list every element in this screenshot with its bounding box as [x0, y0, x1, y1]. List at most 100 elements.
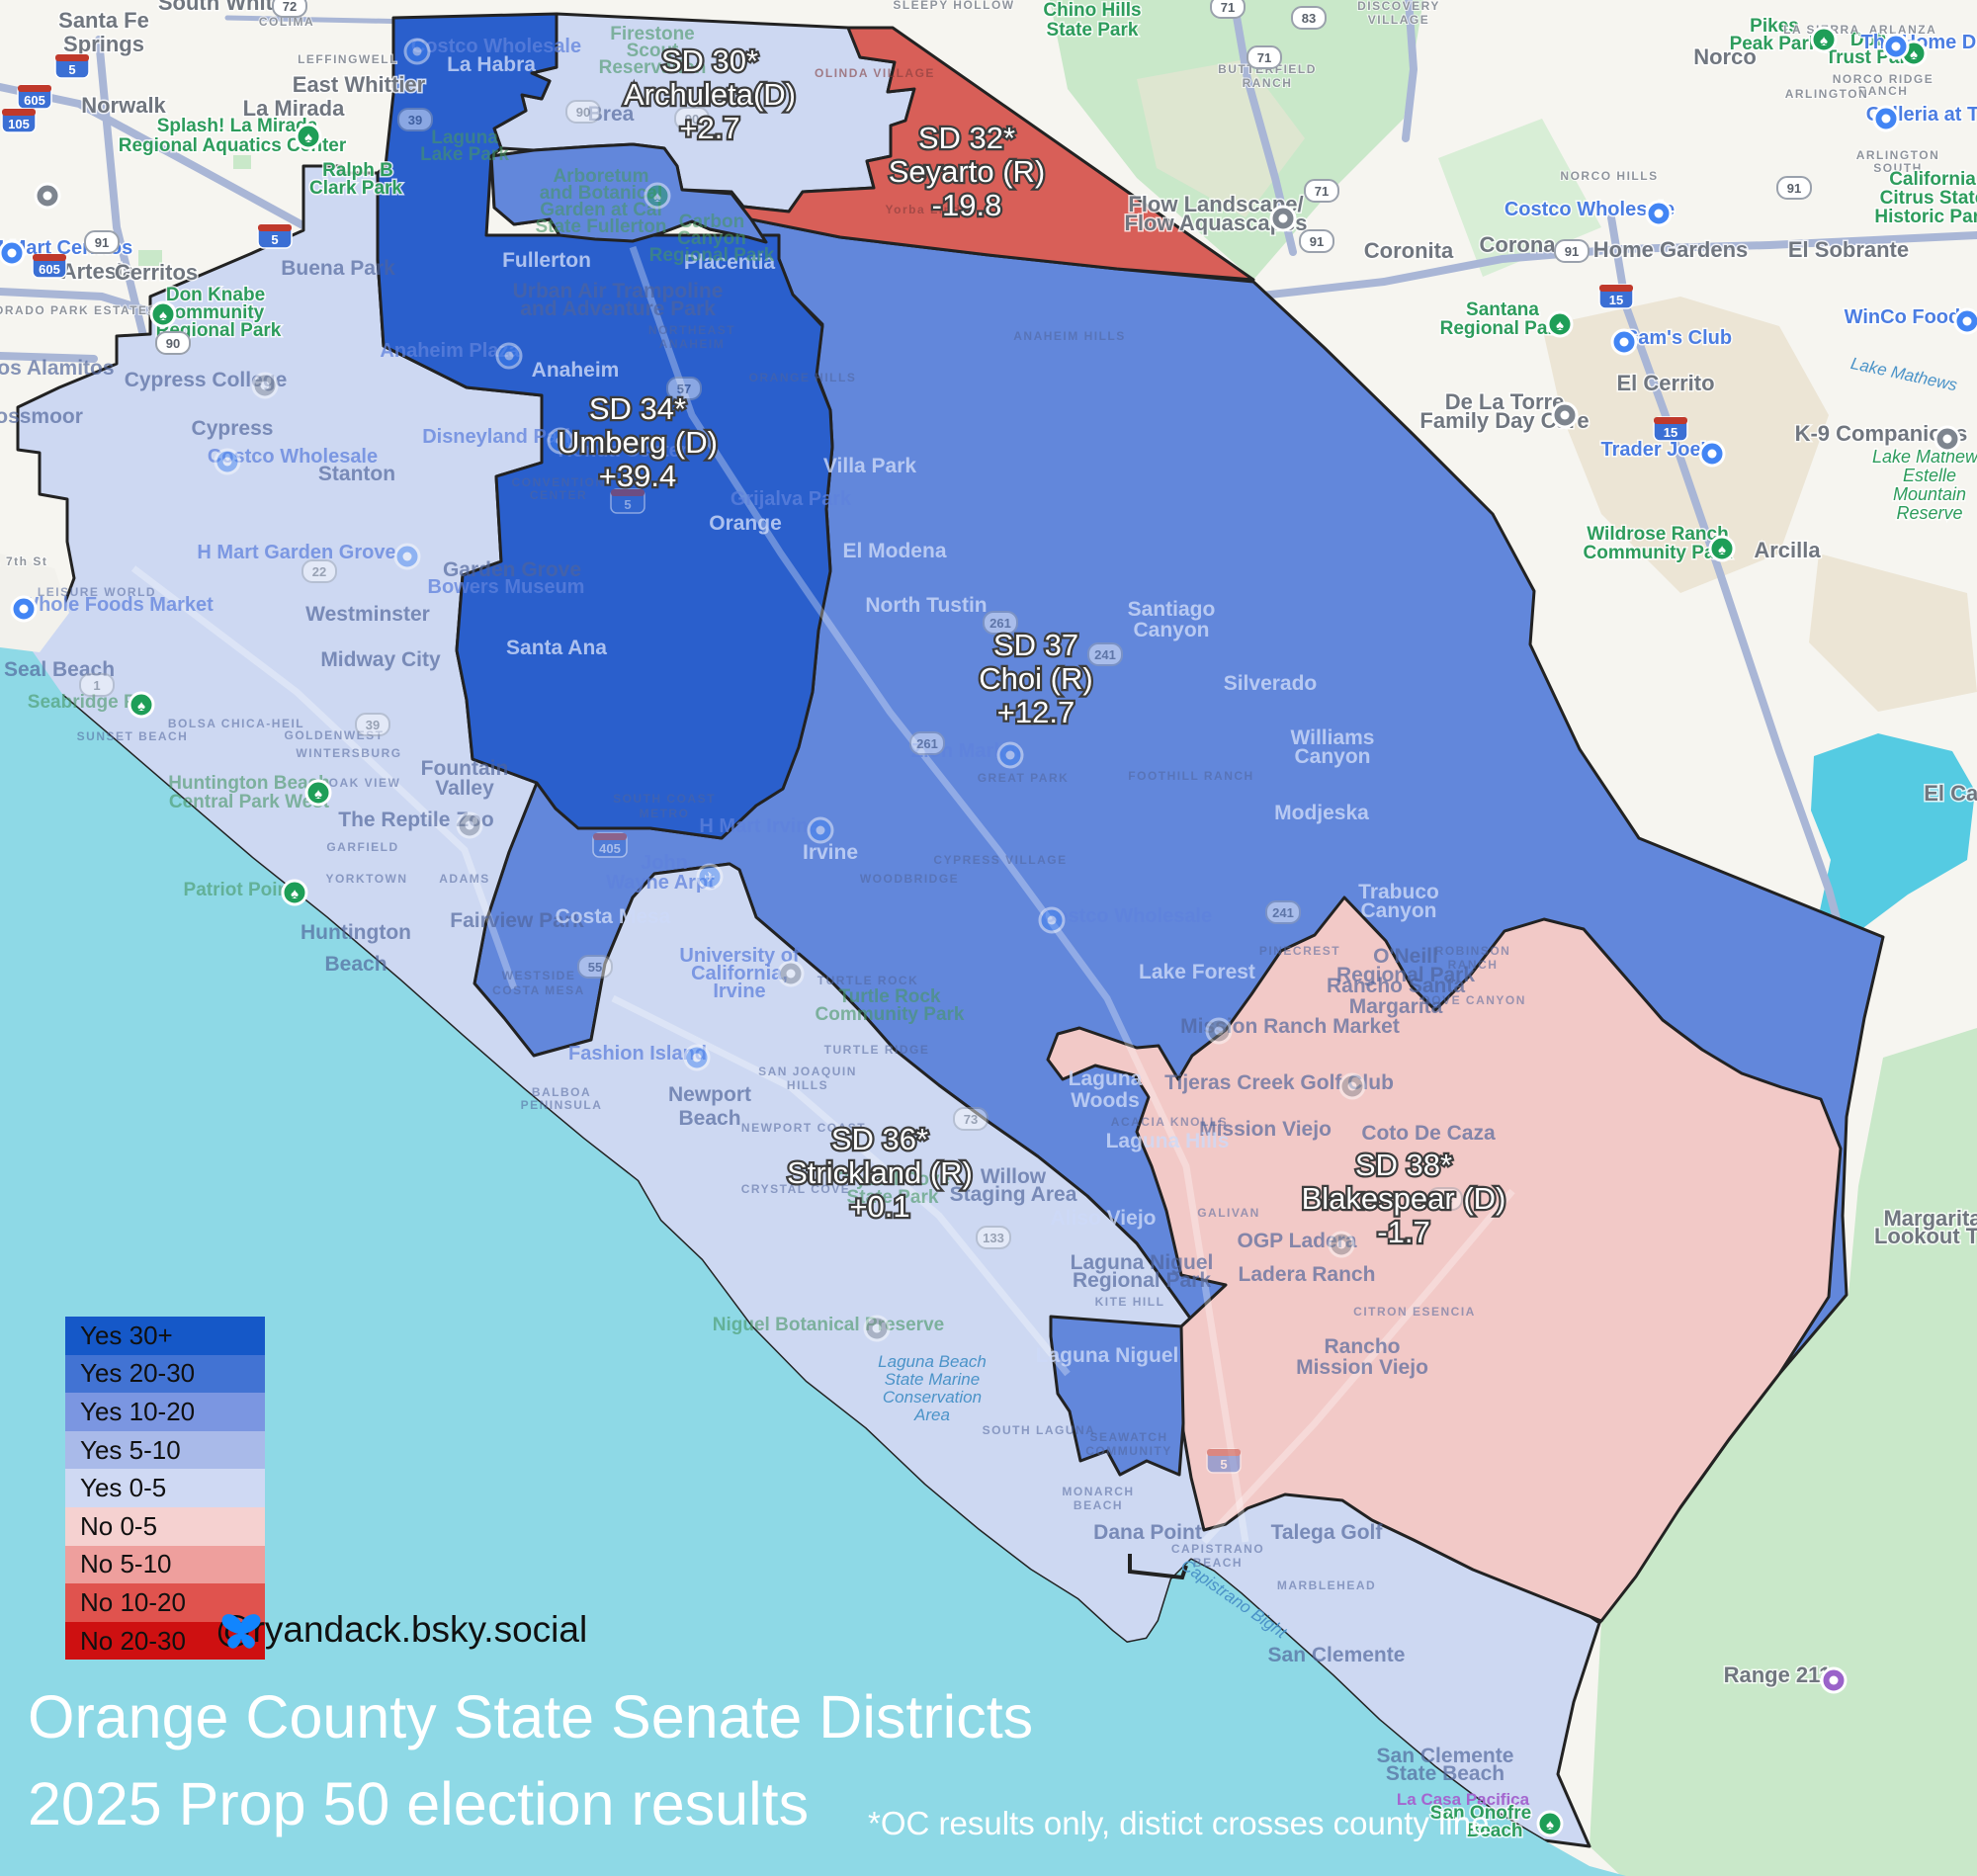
shield-box [1210, 0, 1246, 19]
map-label: Artesia [61, 259, 135, 284]
map-label: Disneyland Park [422, 426, 577, 448]
shield-box [272, 0, 307, 18]
shield-box [1554, 239, 1590, 263]
map-label: Woods [1071, 1089, 1140, 1112]
map-label: Laguna Beach [878, 1352, 987, 1371]
map-label: Silverado [1224, 672, 1318, 695]
district-label-sd30-line2: Archuleta(D) [624, 77, 796, 112]
district-sd34-region [376, 12, 834, 840]
map-label: Beach [324, 953, 387, 976]
state-route-133-shield: 133 [976, 1226, 1011, 1249]
map-label: Regional Park [1073, 1269, 1211, 1292]
shield-number: 91 [1310, 234, 1324, 249]
state-route-241-shield: 241 [1087, 642, 1123, 666]
map-label: ROBINSON [1435, 944, 1511, 958]
blue-pin-icon [996, 741, 1024, 769]
map-label: Carbon [679, 212, 745, 232]
map-label: Honda Center [558, 440, 687, 462]
ocean [0, 633, 1626, 1876]
map-label: Estelle [1903, 466, 1956, 485]
map-label: RANCH [1858, 84, 1909, 98]
shield-box [397, 108, 433, 131]
map-label: GREAT PARK [978, 771, 1070, 785]
pin-circle [1338, 1072, 1366, 1100]
map-label: Huntington Beach [168, 773, 330, 794]
map-label: Canyon [1294, 745, 1370, 768]
shield-box [355, 713, 390, 736]
shield-number: 133 [983, 1231, 1004, 1245]
map-label: OLINDA VILLAGE [815, 66, 935, 80]
shield-box [953, 1107, 988, 1131]
map-label: Rancho [1324, 1335, 1400, 1358]
map-label: RANCH [1243, 76, 1293, 90]
gray-pin-icon [777, 960, 805, 987]
map-label: East Whittier [293, 72, 426, 97]
map-label: Canyon [677, 228, 746, 249]
pin-glyph: ♠ [1820, 33, 1828, 49]
district-label-sd30-line3: +2.7 [679, 111, 739, 145]
shield-number: 71 [1221, 0, 1235, 15]
district-label-sd32-line2: Seyarto (R) [889, 154, 1045, 189]
map-label: Reservation [599, 57, 707, 78]
shield-number: 241 [1272, 905, 1294, 920]
shield-number: 1 [93, 678, 100, 693]
shield-top-bar [55, 54, 89, 61]
state-route-39-shield: 39 [355, 713, 390, 736]
map-label: CAPISTRANO [1171, 1542, 1264, 1556]
map-label: Clark Park [309, 178, 402, 199]
pin-glyph: ♠ [314, 786, 322, 803]
map-label: COMMUNITY [1085, 1444, 1172, 1458]
map-label: Costco Wholesale [411, 36, 581, 57]
map-label: NORCO RIDGE [1833, 72, 1934, 86]
state-route-91-shield: 91 [1299, 229, 1334, 253]
dana-point-jetty [1128, 1554, 1188, 1580]
blue-pin-icon [1872, 105, 1900, 132]
shield-number: 5 [271, 232, 278, 247]
state-route-91-shield: 91 [1776, 176, 1812, 200]
district-layer [3, 12, 1885, 1848]
pin-glyph: ♠ [1910, 46, 1918, 63]
map-label: COLIMA [259, 15, 314, 29]
map-label: Aliso Viejo [1051, 1207, 1157, 1230]
map-label: Springs [63, 32, 144, 56]
pin-circle [214, 448, 241, 475]
legend-item-6: No 5-10 [65, 1545, 265, 1584]
map-label: CENTER [530, 488, 587, 502]
legend-item-label: Yes 30+ [80, 1320, 173, 1350]
district-sd37-fullerton-pocket [489, 142, 768, 244]
map-label: La Casa Pacifica [1397, 1790, 1530, 1809]
district-labels-layer: SD 30*Archuleta(D)+2.7 SD 32*Seyarto (R)-… [556, 42, 1508, 1252]
pin-circle [644, 182, 671, 210]
shield-box [1291, 6, 1327, 30]
pin-circle [393, 543, 421, 570]
legend-item-5: No 0-5 [65, 1506, 265, 1546]
map-label: GARFIELD [326, 840, 398, 854]
state-route-90-shield: 90 [565, 100, 601, 124]
bluesky-butterfly-icon [221, 1614, 261, 1649]
shield-number: 15 [1609, 293, 1623, 307]
blue-pin-icon [683, 1044, 711, 1071]
legend-item-0: Yes 30+ [65, 1317, 265, 1355]
map-label: Arboretum [553, 166, 648, 187]
pin-dot [1962, 316, 1972, 326]
pin-dot [1347, 1081, 1357, 1091]
pin-circle [456, 811, 483, 839]
map-label: YORKTOWN [325, 872, 407, 886]
pin-dot [1881, 114, 1891, 124]
shield-top-bar [593, 833, 627, 840]
map-label: KITE HILL [1095, 1295, 1165, 1309]
pin-glyph: ♠ [1546, 1817, 1554, 1833]
pin-circle [863, 1315, 891, 1342]
interstate-605-shield: 605 [32, 253, 67, 279]
map-label: Whole Foods Market [20, 594, 214, 616]
lake-mathews [1811, 733, 1975, 939]
pin-glyph: ♠ [1718, 542, 1726, 558]
state-route-91-shield: 91 [1554, 239, 1590, 263]
shield-box [610, 488, 645, 514]
map-label: ARLINGTON [1856, 148, 1940, 162]
pin-circle [149, 300, 177, 328]
pin-dot [1942, 434, 1952, 444]
map-label: Los Alamitos [0, 357, 115, 380]
map-label: Beach [678, 1107, 740, 1130]
